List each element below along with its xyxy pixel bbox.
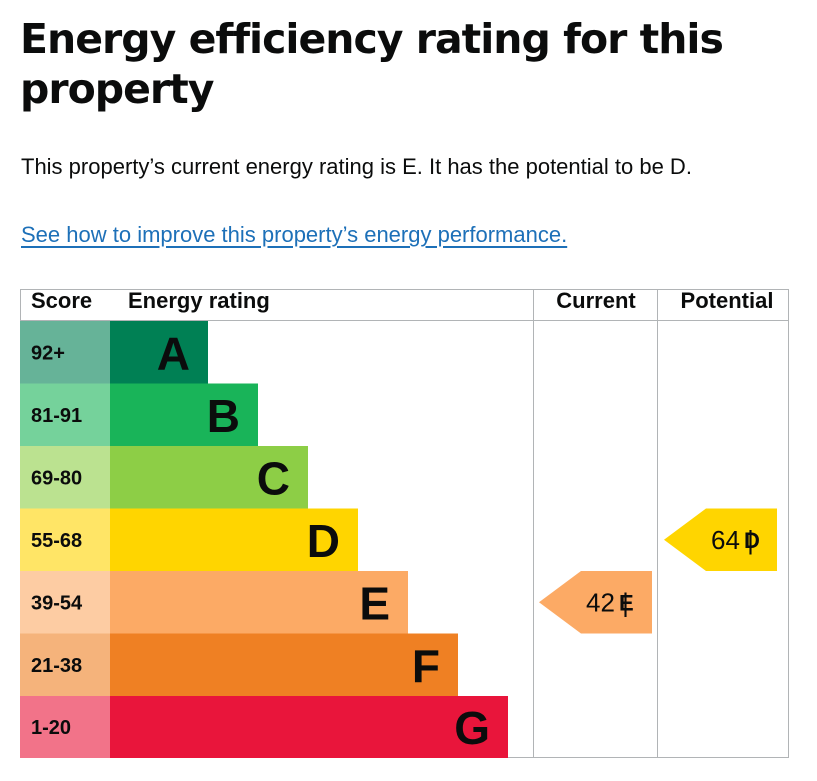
band-letter-d: D — [307, 515, 340, 567]
band-letter-f: F — [412, 640, 440, 692]
band-bar-g — [110, 696, 508, 758]
current-rating-score: 42 | — [586, 587, 629, 617]
score-label-f: 21-38 — [31, 655, 82, 677]
potential-rating-score: 64 | — [711, 525, 754, 555]
score-column-header: Score — [31, 288, 92, 313]
page-title: Energy efficiency rating for this proper… — [20, 15, 724, 113]
band-letter-g: G — [454, 702, 490, 754]
score-label-d: 55-68 — [31, 530, 82, 552]
score-cell-f — [20, 633, 110, 696]
potential-column-header: Potential — [681, 288, 774, 313]
band-bar-a — [110, 321, 208, 384]
current-column-header: Current — [556, 288, 636, 313]
score-cell-a — [20, 321, 110, 384]
rating-summary: This property’s current energy rating is… — [21, 154, 692, 179]
score-label-b: 81-91 — [31, 405, 82, 427]
band-letter-a: A — [157, 327, 190, 379]
band-bar-c — [110, 446, 308, 509]
band-letter-e: E — [359, 577, 390, 629]
potential-rating-arrow — [664, 508, 777, 571]
score-label-c: 69-80 — [31, 467, 82, 489]
score-cell-c — [20, 446, 110, 509]
score-label-e: 39-54 — [31, 592, 83, 614]
score-label-a: 92+ — [31, 342, 65, 364]
score-cell-b — [20, 383, 110, 446]
band-letter-c: C — [257, 452, 290, 504]
rating-bands: 92+ A 81-91 B 69-80 C 55-68 D 39-54 E 21-38 F 1-20 G — [20, 321, 508, 758]
score-cell-d — [20, 508, 110, 571]
band-bar-b — [110, 383, 258, 446]
current-rating-band: E — [619, 590, 634, 615]
score-cell-e — [20, 571, 110, 634]
current-rating-arrow — [539, 571, 652, 634]
score-cell-g — [20, 696, 110, 758]
potential-rating-band: D — [744, 528, 760, 553]
score-label-g: 1-20 — [31, 717, 71, 739]
band-bar-d — [110, 508, 358, 571]
rating-column-header: Energy rating — [128, 288, 270, 313]
band-bar-e — [110, 571, 408, 634]
band-bar-f — [110, 633, 458, 696]
improve-performance-link[interactable]: See how to improve this property’s energ… — [21, 222, 568, 247]
band-letter-b: B — [207, 390, 240, 442]
rating-indicators: 42 |E 64 |D — [539, 508, 777, 634]
